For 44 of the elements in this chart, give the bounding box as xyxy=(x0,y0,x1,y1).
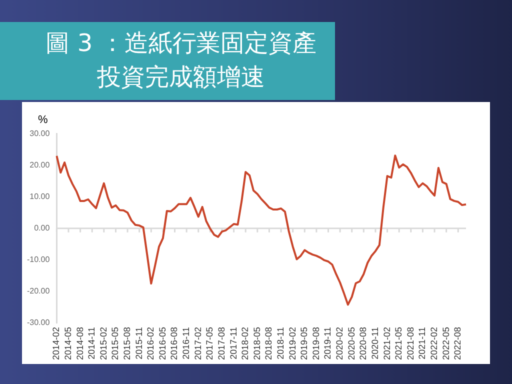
y-tick-label: 20.00 xyxy=(30,160,50,170)
x-tick-label: 2014-02 xyxy=(51,326,62,360)
x-tick-label: 2018-02 xyxy=(240,326,250,360)
x-tick-label: 2021-05 xyxy=(394,326,404,360)
x-tick-label: 2020-11 xyxy=(370,326,380,360)
x-tick-label: 2018-08 xyxy=(264,326,274,360)
x-tick-label: 2018-11 xyxy=(276,326,286,360)
chart-title: 圖 3 ：造紙行業固定資產投資完成額增速 xyxy=(44,28,318,93)
x-tick-label: 2014-11 xyxy=(86,326,97,360)
y-tick-label: 30.00 xyxy=(30,129,50,138)
x-tick-label: 2019-02 xyxy=(287,326,298,360)
x-tick-label: 2021-02 xyxy=(382,326,392,360)
x-tick-label: 2019-11 xyxy=(322,326,333,360)
x-tick-label: 2019-05 xyxy=(299,326,310,360)
x-tick-label: 2016-02 xyxy=(146,326,156,360)
x-tick-label: 2019-08 xyxy=(310,326,321,360)
x-tick-label: 2021-11 xyxy=(417,326,428,360)
x-tick-label: 2018-05 xyxy=(252,326,262,360)
y-tick-label: -10.00 xyxy=(26,255,50,264)
y-axis-title: % xyxy=(38,114,48,126)
y-tick-label: -30.00 xyxy=(26,318,50,328)
x-tick-label: 2015-02 xyxy=(98,326,108,360)
x-tick-label: 2020-05 xyxy=(346,326,356,360)
x-tick-label: 2017-02 xyxy=(192,326,203,360)
y-tick-label: 10.00 xyxy=(30,192,50,202)
x-tick-label: 2016-05 xyxy=(157,326,168,360)
x-tick-label: 2017-11 xyxy=(228,326,238,360)
x-tick-label: 2022-02 xyxy=(429,326,439,360)
y-tick-label: -20.00 xyxy=(26,286,50,296)
x-tick-label: 2020-08 xyxy=(358,326,368,360)
x-tick-label: 2022-08 xyxy=(452,326,463,360)
x-tick-label: 2017-08 xyxy=(216,326,226,360)
x-tick-label: 2015-11 xyxy=(134,326,144,360)
x-tick-label: 2014-05 xyxy=(62,326,73,360)
x-tick-label: 2016-11 xyxy=(181,326,192,360)
y-tick-label: 0.00 xyxy=(34,224,50,233)
x-tick-label: 2015-05 xyxy=(110,326,120,360)
x-tick-label: 2022-05 xyxy=(440,326,451,360)
x-tick-label: 2020-02 xyxy=(334,326,345,360)
x-tick-label: 2015-08 xyxy=(122,326,132,360)
x-tick-label: 2017-05 xyxy=(204,326,215,360)
x-tick-label: 2014-08 xyxy=(74,326,85,360)
x-tick-label: 2021-08 xyxy=(405,326,416,360)
x-tick-label: 2016-08 xyxy=(169,326,180,360)
